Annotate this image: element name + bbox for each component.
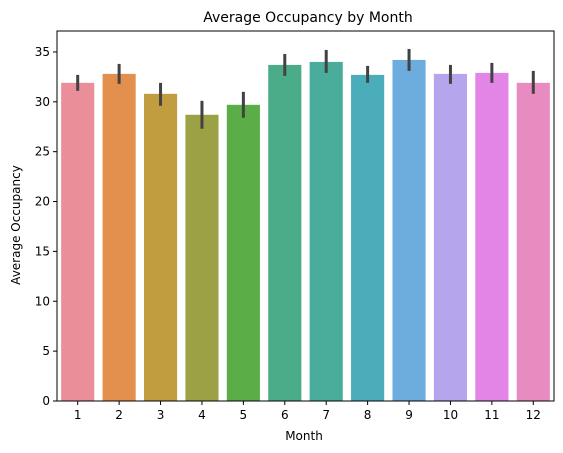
x-tick-label: 5 [240, 408, 248, 422]
bars-group [61, 59, 550, 402]
x-tick-label: 4 [198, 408, 206, 422]
bar-month-7 [309, 61, 343, 401]
bar-month-4 [185, 114, 219, 401]
y-tick-label: 25 [35, 145, 50, 159]
y-tick-label: 5 [42, 344, 50, 358]
x-tick-label: 8 [364, 408, 372, 422]
x-tick-label: 12 [526, 408, 541, 422]
bar-month-6 [268, 64, 302, 401]
bar-month-12 [516, 82, 550, 402]
x-tick-label: 7 [322, 408, 330, 422]
chart-title: Average Occupancy by Month [203, 10, 413, 26]
y-tick-label: 0 [42, 394, 50, 408]
y-tick-label: 10 [35, 294, 50, 308]
x-axis-label: Month [285, 429, 323, 443]
bar-month-8 [351, 74, 385, 401]
x-tick-label: 10 [443, 408, 458, 422]
error-bars-group [76, 48, 535, 129]
x-tick-label: 1 [74, 408, 82, 422]
bar-month-1 [61, 82, 95, 402]
x-tick-label: 9 [405, 408, 413, 422]
y-tick-label: 20 [35, 195, 50, 209]
x-tick-label: 11 [484, 408, 499, 422]
bar-month-9 [392, 59, 426, 401]
y-tick-label: 35 [35, 45, 50, 59]
bar-month-10 [433, 73, 468, 401]
x-axis: 1 2 3 4 5 6 7 8 9 10 11 12 [74, 401, 541, 422]
y-tick-label: 30 [35, 95, 50, 109]
bar-month-11 [475, 72, 509, 402]
bar-month-3 [143, 93, 178, 401]
y-tick-label: 15 [35, 244, 50, 258]
bar-month-5 [226, 104, 260, 401]
y-axis-label: Average Occupancy [9, 165, 23, 285]
y-axis: 0 5 10 15 20 25 30 35 [35, 45, 57, 408]
bar-month-2 [102, 73, 136, 401]
x-tick-label: 3 [157, 408, 165, 422]
x-tick-label: 6 [281, 408, 289, 422]
x-tick-label: 2 [115, 408, 123, 422]
plot-frame [56, 30, 555, 402]
